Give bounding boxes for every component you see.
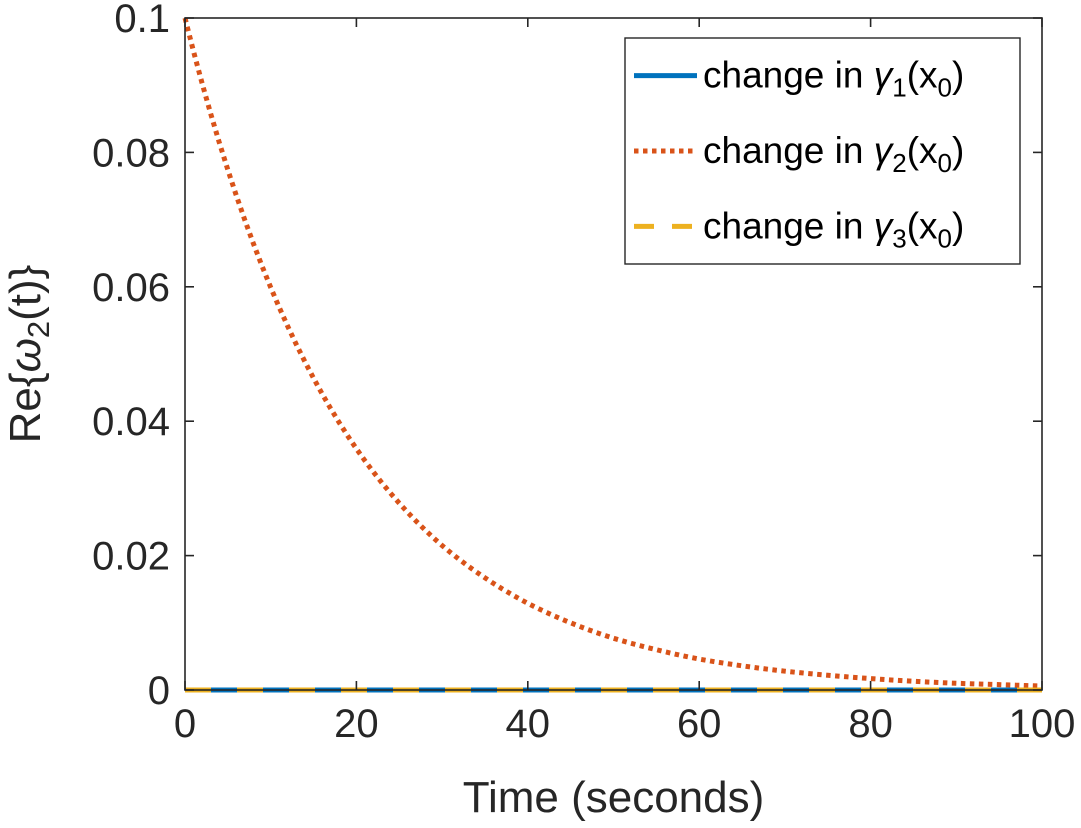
legend-label-3: change in γ3(x0) — [703, 205, 964, 253]
x-axis-label: Time (seconds) — [463, 773, 765, 822]
x-tick-label: 100 — [1009, 702, 1076, 746]
legend: change in γ1(x0) change in γ2(x0) change i… — [624, 37, 1021, 265]
axes-box — [184, 17, 1043, 691]
y-tick-label: 0.08 — [92, 131, 170, 175]
legend-label-2: change in γ2(x0) — [703, 130, 964, 178]
y-axis-label-symbol: ω — [1, 338, 50, 372]
legend-items: change in γ1(x0) change in γ2(x0) change i… — [634, 55, 964, 253]
y-axis-label-suffix: (t)} — [1, 265, 50, 321]
y-axis-label-subscript: 2 — [21, 321, 56, 338]
y-tick-label: 0.06 — [92, 266, 170, 310]
y-tick-label: 0.04 — [92, 400, 170, 444]
y-tick-label: 0 — [148, 669, 170, 713]
x-tick-label: 20 — [334, 702, 379, 746]
x-tick-label: 0 — [174, 702, 196, 746]
legend-label-1: change in γ1(x0) — [703, 55, 964, 103]
x-tick-label: 80 — [848, 702, 893, 746]
x-tick-label: 60 — [677, 702, 722, 746]
y-axis-label-prefix: Re{ — [1, 372, 50, 443]
y-tick-label: 0.02 — [92, 535, 170, 579]
series-line-2 — [182, 17, 1043, 689]
ticks-layer: 0 20 40 60 80 100 0 0.02 0.04 0.06 0.08 0.1 — [92, 0, 1075, 746]
x-tick-label: 40 — [506, 702, 551, 746]
y-tick-label: 0.1 — [114, 0, 170, 41]
y-axis-label: Re{ω2(t)} — [1, 265, 56, 444]
